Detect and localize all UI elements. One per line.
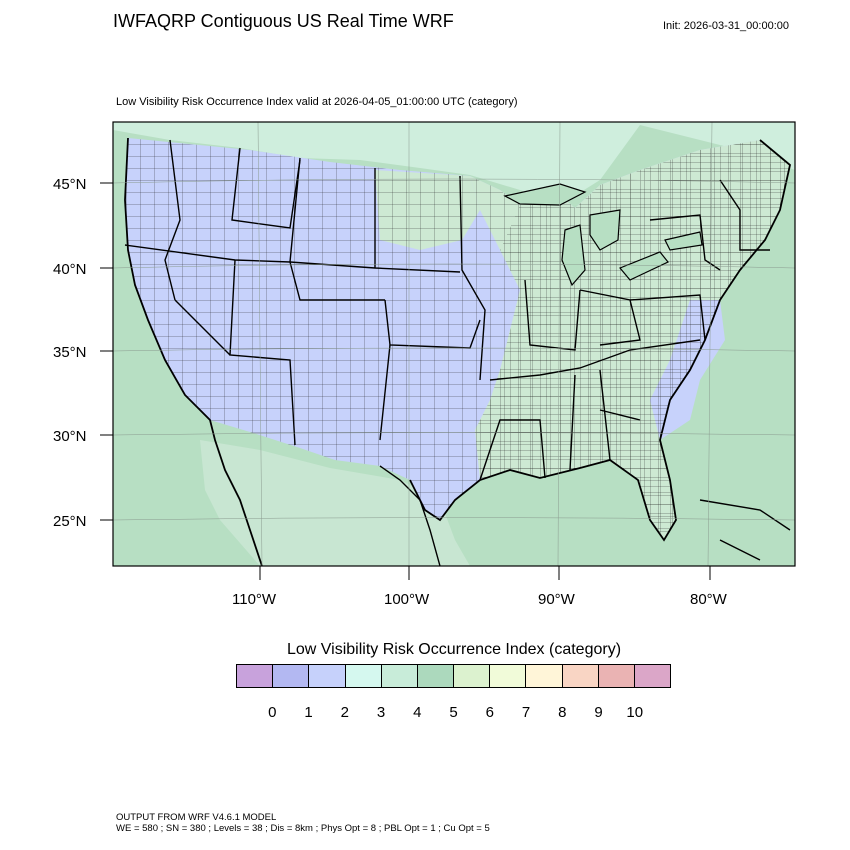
coordinate-grid — [113, 122, 795, 566]
lat-label-45: 45°N — [53, 176, 87, 193]
colorbar-box-11 — [634, 665, 671, 687]
page-title: IWFAQRP Contiguous US Real Time WRF — [113, 11, 454, 31]
lat-label-25: 25°N — [53, 513, 87, 530]
colorbar-tick-label: 6 — [485, 704, 494, 721]
eastern-county-boundaries — [475, 140, 790, 540]
longitude-ticks — [259, 566, 711, 580]
init-time-label: Init: 2026-03-31_00:00:00 — [663, 20, 789, 32]
footer-model-info: OUTPUT FROM WRF V4.6.1 MODEL — [116, 812, 277, 823]
colorbar-tick-label: 3 — [376, 704, 386, 721]
colorbar-box-8 — [526, 665, 563, 687]
colorbar-tick-label: 7 — [521, 704, 531, 721]
colorbar-tick-label: 0 — [268, 704, 277, 721]
footer-config-info: WE = 580 ; SN = 380 ; Levels = 38 ; Dis … — [116, 823, 490, 834]
mexico-coastline — [379, 465, 441, 566]
colorbar-tick-label: 4 — [413, 704, 422, 721]
colorbar-box-2 — [309, 665, 346, 687]
colorbar — [236, 664, 671, 688]
canada-region — [113, 122, 795, 205]
colorbar-tick-label: 8 — [558, 704, 567, 721]
caribbean-coastline — [699, 499, 791, 561]
colorbar-tick-label: 2 — [340, 704, 349, 721]
lat-label-35: 35°N — [53, 344, 87, 361]
mexico-region — [200, 440, 470, 566]
colorbar-box-7 — [490, 665, 527, 687]
map-frame — [112, 121, 796, 567]
map-subtitle: Low Visibility Risk Occurrence Index val… — [116, 96, 518, 108]
lat-label-30: 30°N — [53, 428, 87, 445]
great-lakes — [503, 183, 703, 287]
colorbar-tick-label: 10 — [626, 704, 644, 721]
colorbar-tick-label: 1 — [304, 704, 313, 721]
lon-label-100: 100°W — [384, 591, 430, 608]
colorbar-box-6 — [454, 665, 491, 687]
state-boundaries — [124, 139, 770, 481]
colorbar-box-10 — [598, 665, 635, 687]
colorbar-box-3 — [345, 665, 382, 687]
latitude-ticks — [100, 182, 113, 521]
lon-label-110: 110°W — [232, 591, 277, 608]
colorbar-tick-label: 9 — [594, 704, 603, 721]
colorbar-title: Low Visibility Risk Occurrence Index (ca… — [286, 641, 622, 658]
lon-label-80: 80°W — [690, 591, 728, 608]
colorbar-box-9 — [562, 665, 599, 687]
colorbar-tick-label: 5 — [449, 704, 458, 721]
lon-label-90: 90°W — [538, 591, 576, 608]
pacific-coastline — [124, 137, 263, 566]
colorbar-box-0 — [237, 665, 274, 687]
colorbar-box-1 — [273, 665, 310, 687]
colorbar-box-4 — [381, 665, 418, 687]
colorbar-box-5 — [417, 665, 455, 687]
atlantic-gulf-coastline — [409, 139, 791, 542]
lat-label-40: 40°N — [53, 261, 87, 278]
